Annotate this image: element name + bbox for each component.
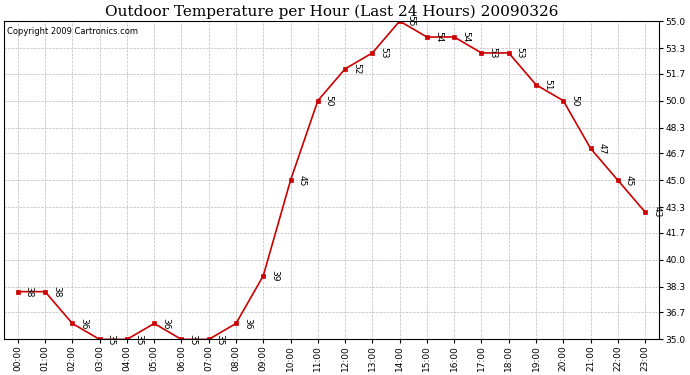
Text: 47: 47	[598, 143, 607, 154]
Text: 50: 50	[570, 95, 579, 106]
Text: 43: 43	[652, 206, 661, 218]
Text: 45: 45	[625, 175, 634, 186]
Text: 36: 36	[161, 318, 170, 329]
Text: 35: 35	[106, 334, 115, 345]
Text: 55: 55	[406, 15, 415, 27]
Text: 35: 35	[188, 334, 197, 345]
Text: 36: 36	[243, 318, 252, 329]
Text: 53: 53	[380, 47, 388, 59]
Text: 35: 35	[134, 334, 143, 345]
Text: 45: 45	[297, 175, 306, 186]
Text: 35: 35	[216, 334, 225, 345]
Text: 54: 54	[461, 32, 470, 43]
Text: Copyright 2009 Cartronics.com: Copyright 2009 Cartronics.com	[8, 27, 139, 36]
Text: 54: 54	[434, 32, 443, 43]
Text: 38: 38	[25, 286, 34, 297]
Text: 36: 36	[79, 318, 88, 329]
Text: 53: 53	[489, 47, 497, 59]
Text: 52: 52	[352, 63, 361, 75]
Text: 50: 50	[325, 95, 334, 106]
Title: Outdoor Temperature per Hour (Last 24 Hours) 20090326: Outdoor Temperature per Hour (Last 24 Ho…	[105, 4, 558, 18]
Text: 38: 38	[52, 286, 61, 297]
Text: 53: 53	[515, 47, 524, 59]
Text: 39: 39	[270, 270, 279, 282]
Text: 51: 51	[543, 79, 552, 90]
